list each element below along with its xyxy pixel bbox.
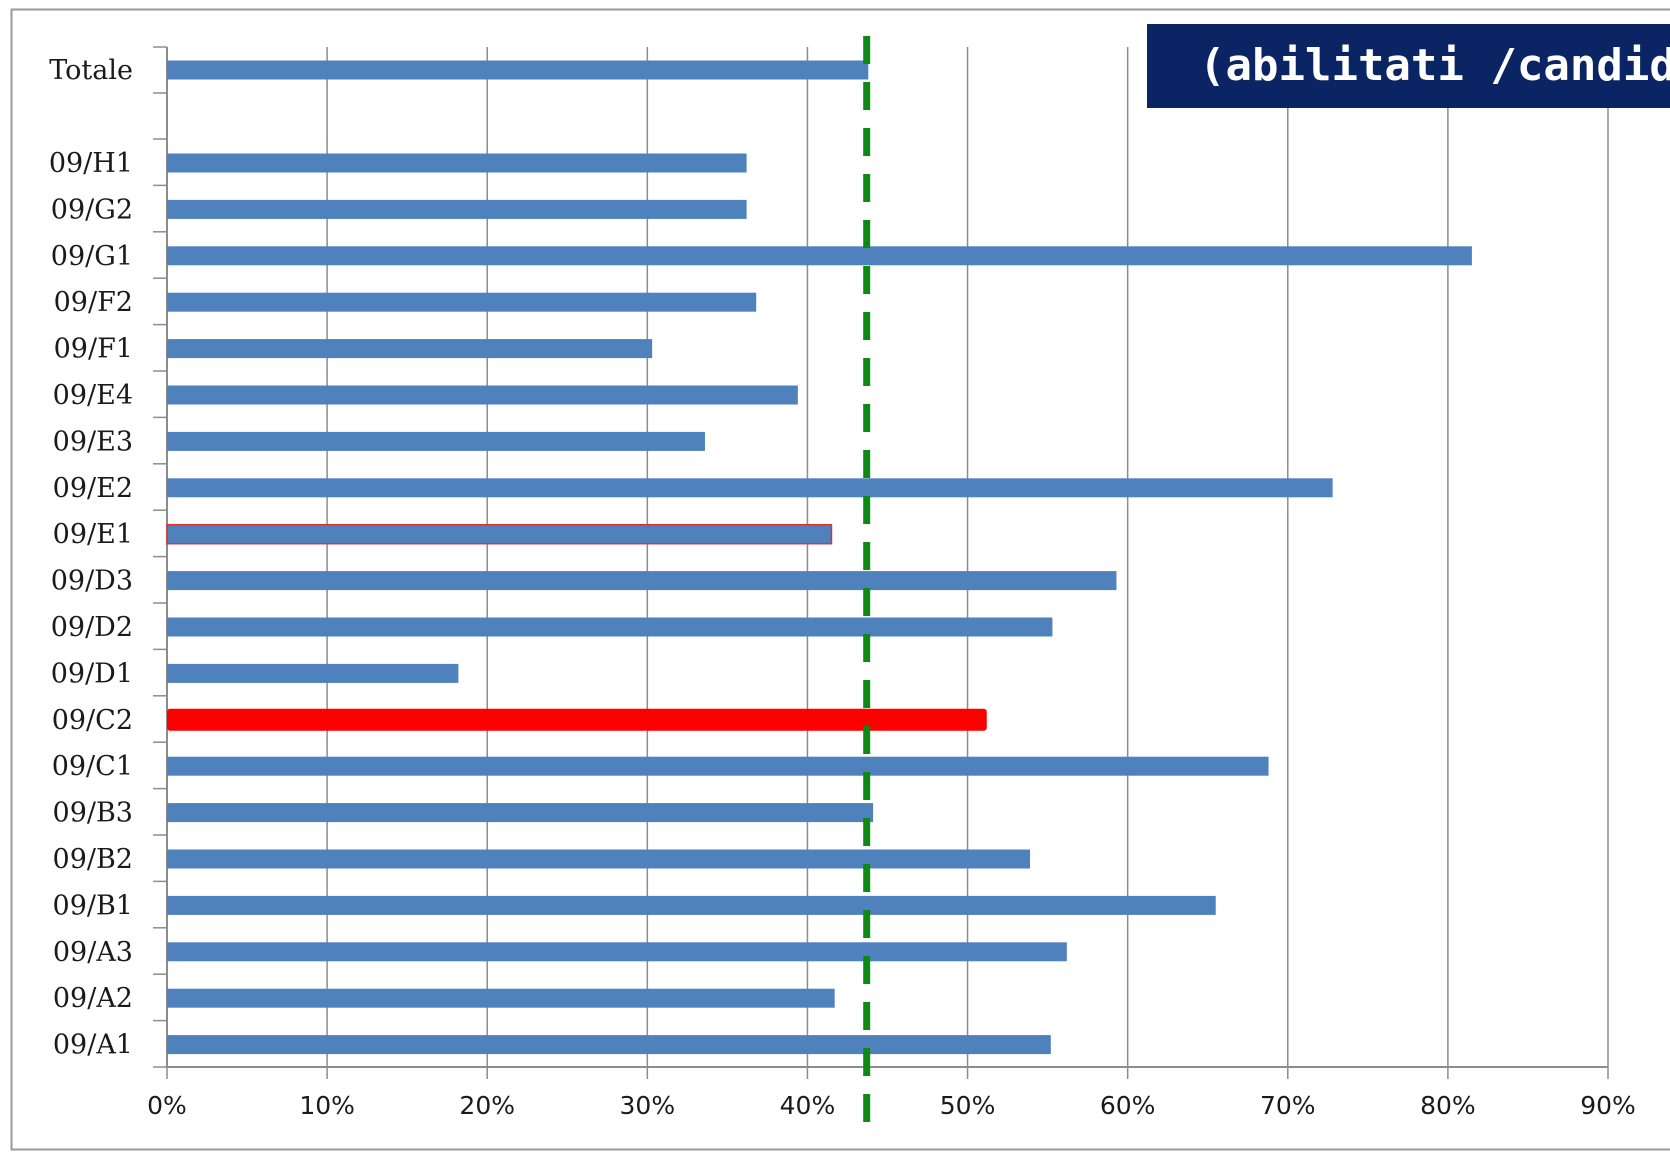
bar (167, 571, 1117, 591)
category-label: 09/G1 (51, 241, 133, 272)
x-tick-label: 80% (1420, 1091, 1476, 1120)
bar (167, 663, 459, 683)
x-tick-label: 60% (1100, 1091, 1156, 1120)
category-label: 09/E4 (53, 380, 133, 411)
bar (167, 803, 874, 823)
category-label: 09/B1 (53, 890, 133, 921)
x-tick-label: 30% (620, 1091, 676, 1120)
chart-title: (abilitati /candidati) (1199, 40, 1670, 91)
bar (167, 478, 1333, 498)
bar (167, 292, 757, 312)
bar (167, 1035, 1051, 1055)
category-label: 09/F2 (54, 287, 133, 318)
chart-border (10, 8, 1670, 1151)
bar (167, 942, 1067, 962)
category-label: 09/E2 (53, 473, 133, 504)
category-label: 09/C2 (52, 705, 133, 736)
bar (167, 153, 747, 173)
category-label: 09/G2 (51, 194, 133, 225)
bar (167, 60, 869, 80)
category-label: 09/D3 (51, 566, 133, 597)
category-label: 09/B3 (53, 798, 133, 829)
chart-title-box: (abilitati /candidati) (1147, 24, 1670, 108)
bar (167, 199, 747, 219)
bar (167, 756, 1269, 776)
x-tick-label: 50% (940, 1091, 996, 1120)
bar (167, 385, 798, 405)
category-label: Totale (49, 55, 133, 86)
bar (167, 246, 1472, 266)
x-tick-label: 70% (1260, 1091, 1316, 1120)
bar-highlighted (167, 708, 987, 731)
x-tick-label: 10% (299, 1091, 355, 1120)
category-label: 09/E3 (53, 426, 133, 457)
category-label: 09/F1 (54, 334, 133, 365)
category-label: 09/A2 (53, 983, 133, 1014)
x-tick-label: 20% (459, 1091, 515, 1120)
category-label: 09/E1 (53, 519, 133, 550)
x-tick-label: 40% (780, 1091, 836, 1120)
category-label: 09/B2 (53, 844, 133, 875)
category-label: 09/A3 (53, 937, 133, 968)
bar (167, 339, 653, 359)
bar (167, 617, 1053, 637)
category-label: 09/C1 (52, 751, 133, 782)
category-label: 09/D1 (51, 658, 133, 689)
x-tick-label: 90% (1580, 1091, 1636, 1120)
bar (167, 895, 1216, 915)
bar (166, 523, 833, 545)
category-label: 09/A1 (53, 1030, 133, 1061)
bar (167, 431, 705, 451)
x-tick-label: 0% (147, 1091, 187, 1120)
bar (167, 988, 835, 1008)
category-label: 09/D2 (51, 612, 133, 643)
category-label: 09/H1 (49, 148, 133, 179)
bar (167, 849, 1030, 869)
